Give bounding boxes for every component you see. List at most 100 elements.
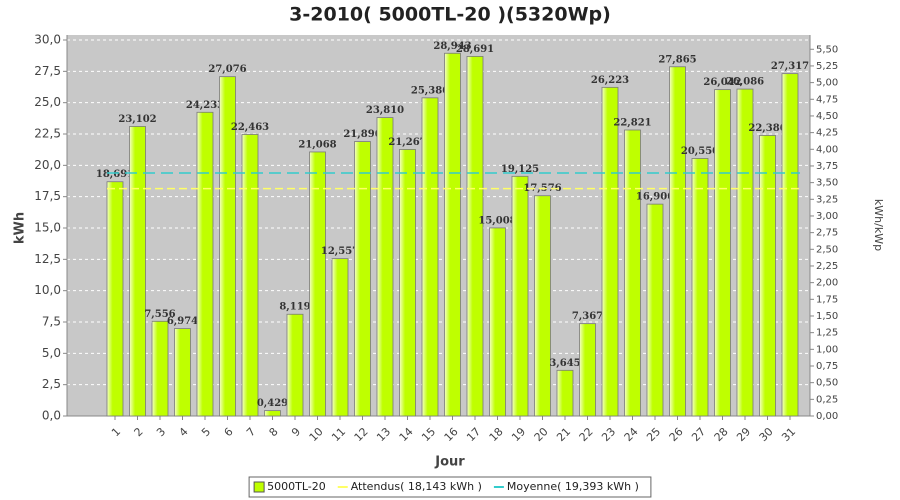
legend-label: Attendus( 18,143 kWh ): [351, 480, 482, 493]
y2-tick-label: 1,75: [816, 294, 838, 305]
y-tick-label: 2,5: [42, 377, 61, 391]
value-label: 21,896: [343, 129, 381, 140]
chart-title: 3-2010( 5000TL-20 )(5320Wp): [289, 4, 611, 26]
x-tick-label: 19: [509, 425, 528, 444]
bar: [714, 89, 731, 417]
bar: [646, 203, 664, 417]
legend-label: 5000TL-20: [267, 480, 326, 493]
x-tick-label: 27: [689, 425, 708, 444]
x-tick-label: 11: [329, 425, 348, 444]
value-label: 23,102: [118, 114, 156, 125]
value-label: 22,821: [613, 117, 651, 128]
bar: [534, 195, 551, 417]
y2-tick-label: 2,25: [816, 261, 838, 272]
value-label: 27,317: [771, 61, 809, 72]
value-label: 6,974: [167, 316, 198, 327]
y2-tick-label: 0,00: [816, 411, 838, 422]
bar: [219, 76, 236, 417]
value-label: 7,556: [144, 309, 175, 320]
value-label: 26,086: [726, 77, 764, 88]
value-label: 18,691: [96, 169, 134, 180]
bar: [556, 369, 574, 417]
value-label: 22,463: [231, 122, 269, 133]
value-label: 0,429: [257, 398, 288, 409]
y2-tick-label: 2,50: [816, 244, 838, 255]
bar: [399, 149, 416, 417]
value-label: 19,125: [501, 164, 539, 175]
x-tick-label: 24: [622, 425, 641, 444]
bar: [376, 117, 394, 417]
value-label: 20,550: [681, 146, 719, 157]
value-label: 28,691: [456, 44, 494, 55]
x-tick-label: 6: [222, 425, 236, 439]
bar: [624, 129, 641, 417]
y-tick-label: 12,5: [34, 252, 61, 266]
bar: [196, 111, 214, 417]
bar: [286, 313, 304, 417]
x-tick-label: 9: [289, 425, 303, 439]
y2-tick-label: 2,75: [816, 228, 838, 239]
value-label: 27,076: [208, 64, 246, 75]
y2-tick-label: 5,00: [816, 78, 838, 89]
value-label: 27,865: [658, 54, 696, 65]
value-label: 3,645: [549, 358, 580, 369]
bar: [106, 181, 124, 417]
y-tick-label: 10,0: [34, 283, 61, 297]
bar: [354, 141, 371, 417]
x-tick-label: 26: [667, 425, 686, 444]
value-label: 26,223: [591, 75, 629, 86]
bar: [264, 410, 281, 417]
y2-tick-label: 3,25: [816, 194, 838, 205]
y2-tick-label: 2,00: [816, 278, 838, 289]
x-tick-label: 31: [779, 425, 798, 444]
x-tick-label: 13: [374, 425, 393, 444]
value-label: 28,943: [433, 41, 471, 52]
y2-tick-label: 1,00: [816, 344, 838, 355]
value-label: 15,008: [478, 215, 516, 226]
y2-tick-label: 1,50: [816, 311, 838, 322]
y-axis-label: kWh: [13, 212, 28, 244]
value-label: 23,810: [366, 105, 404, 116]
y2-tick-label: 4,50: [816, 111, 838, 122]
bar: [736, 88, 754, 417]
bar: [759, 135, 776, 417]
bar: [489, 227, 506, 417]
y-tick-label: 27,5: [34, 64, 61, 78]
bar: [174, 328, 191, 417]
x-tick-label: 1: [109, 425, 123, 439]
bar: [691, 158, 709, 417]
value-label: 22,386: [748, 123, 786, 134]
x-tick-label: 8: [267, 425, 281, 439]
x-tick-label: 23: [599, 425, 618, 444]
x-tick-label: 15: [419, 425, 438, 444]
x-tick-label: 14: [397, 425, 416, 444]
y2-tick-label: 3,50: [816, 178, 838, 189]
x-tick-label: 17: [464, 425, 483, 444]
y-tick-label: 7,5: [42, 315, 61, 329]
value-label: 12,557: [321, 246, 359, 257]
bar: [669, 66, 686, 417]
bar: [511, 175, 529, 417]
bar: [601, 86, 619, 417]
x-tick-label: 20: [532, 425, 551, 444]
x-tick-label: 29: [734, 425, 753, 444]
x-tick-label: 4: [177, 425, 191, 439]
value-label: 16,906: [636, 192, 674, 203]
x-tick-label: 2: [132, 425, 146, 439]
y-tick-label: 22,5: [34, 127, 61, 141]
bar: [241, 134, 259, 417]
value-label: 7,367: [572, 311, 603, 322]
y2-tick-label: 4,25: [816, 128, 838, 139]
y2-tick-label: 1,25: [816, 328, 838, 339]
bar: [309, 151, 326, 417]
y2-tick-label: 0,50: [816, 378, 838, 389]
y2-axis-label: kWh/kWp: [872, 199, 885, 251]
y-tick-label: 0,0: [42, 409, 61, 423]
x-tick-label: 28: [712, 425, 731, 444]
bar: [129, 126, 146, 417]
y-tick-label: 20,0: [34, 158, 61, 172]
x-axis-label: Jour: [434, 455, 465, 470]
x-tick-label: 10: [307, 425, 326, 444]
x-tick-label: 7: [244, 425, 258, 439]
